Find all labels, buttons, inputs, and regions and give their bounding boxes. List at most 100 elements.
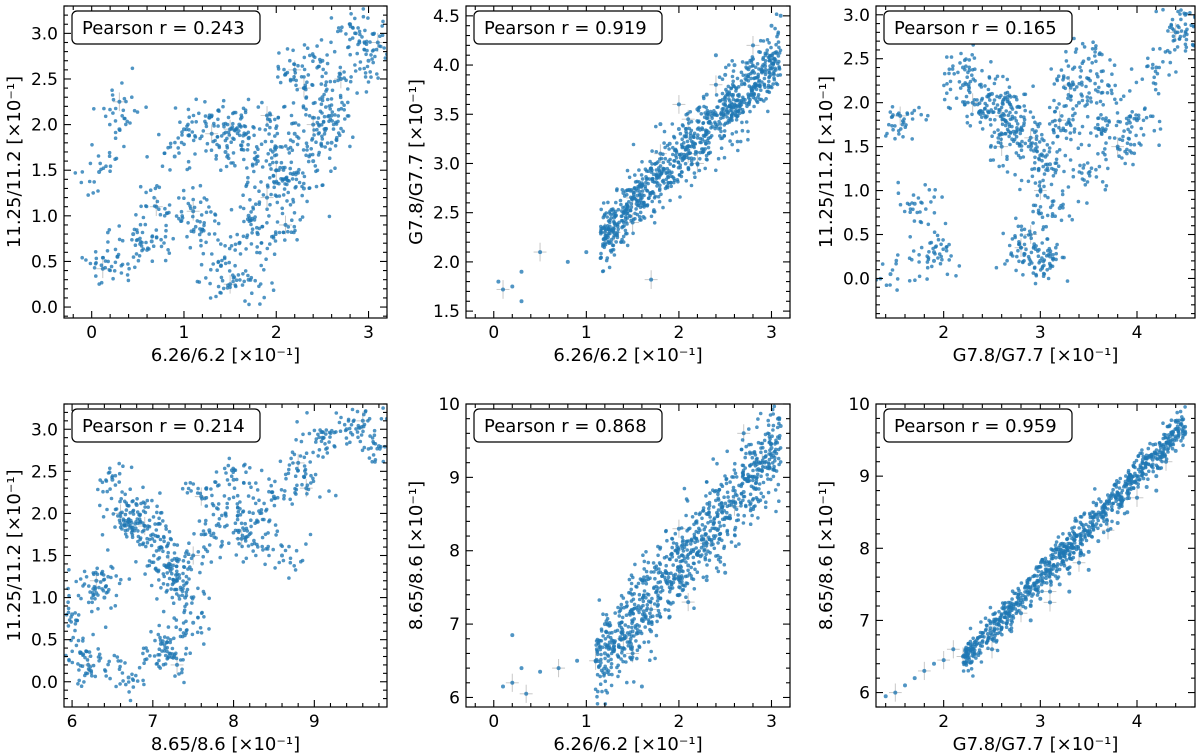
data-point xyxy=(735,139,740,144)
data-point xyxy=(615,187,619,191)
data-point xyxy=(724,87,728,92)
data-point xyxy=(1156,91,1161,96)
data-point xyxy=(323,442,327,446)
data-point xyxy=(1038,153,1043,158)
data-point xyxy=(601,237,606,242)
data-point xyxy=(177,573,181,577)
data-point xyxy=(331,127,336,131)
data-point xyxy=(274,168,279,173)
data-point xyxy=(167,576,172,581)
data-point xyxy=(910,111,914,115)
data-point xyxy=(259,241,264,245)
data-point xyxy=(76,638,81,643)
data-point xyxy=(259,142,264,146)
data-point xyxy=(1077,100,1081,105)
data-point xyxy=(170,595,175,600)
data-point xyxy=(125,528,130,532)
data-point xyxy=(164,565,169,570)
data-point xyxy=(122,116,126,121)
data-point xyxy=(124,122,128,127)
data-point xyxy=(1035,193,1040,198)
data-point xyxy=(305,46,310,50)
data-point xyxy=(286,225,291,229)
data-point xyxy=(631,597,636,602)
data-point xyxy=(707,151,711,155)
data-point xyxy=(712,517,716,522)
data-point xyxy=(73,628,77,633)
data-point xyxy=(1015,97,1019,102)
data-point xyxy=(1105,91,1110,95)
data-point xyxy=(191,113,196,118)
data-point xyxy=(928,241,932,245)
data-point xyxy=(1014,110,1018,115)
data-point xyxy=(180,130,184,134)
data-point xyxy=(274,533,278,537)
data-point xyxy=(177,672,181,676)
data-point xyxy=(83,655,87,660)
data-point xyxy=(212,535,216,539)
data-point xyxy=(282,496,286,501)
data-point xyxy=(1071,117,1075,122)
data-point xyxy=(360,448,365,453)
data-point xyxy=(270,490,275,494)
data-point xyxy=(716,156,721,161)
data-point xyxy=(246,97,251,102)
data-point xyxy=(365,48,369,53)
data-point xyxy=(719,510,724,514)
data-point xyxy=(707,506,711,511)
data-point xyxy=(688,131,693,135)
data-point xyxy=(696,133,700,137)
data-point xyxy=(1085,201,1089,205)
data-point xyxy=(731,494,736,499)
data-point xyxy=(980,127,985,131)
data-point xyxy=(353,16,357,21)
data-point xyxy=(599,627,604,631)
data-point xyxy=(104,584,108,589)
data-point xyxy=(686,111,690,116)
data-point xyxy=(769,477,773,482)
data-point xyxy=(757,482,762,486)
data-point xyxy=(1003,262,1007,266)
data-point xyxy=(158,635,162,640)
data-point xyxy=(322,127,327,131)
data-point xyxy=(254,553,258,558)
data-point xyxy=(663,575,667,580)
data-point xyxy=(763,67,768,72)
data-point xyxy=(205,549,210,554)
data-point xyxy=(672,134,676,139)
data-point xyxy=(223,261,228,266)
data-point xyxy=(365,64,370,69)
data-point xyxy=(1088,96,1093,100)
data-point xyxy=(189,556,194,561)
data-point xyxy=(604,613,609,617)
data-point xyxy=(973,67,977,71)
data-point xyxy=(999,93,1003,98)
data-point xyxy=(102,106,106,111)
data-point xyxy=(676,160,681,165)
data-point xyxy=(111,512,116,516)
data-point xyxy=(1083,183,1088,187)
data-point xyxy=(911,249,916,253)
data-point xyxy=(1015,254,1019,259)
data-point xyxy=(145,540,150,545)
data-point xyxy=(301,432,305,437)
data-point xyxy=(208,296,213,300)
data-point xyxy=(1066,64,1071,68)
data-point xyxy=(286,131,291,135)
data-point xyxy=(310,52,315,56)
data-point xyxy=(655,619,659,624)
data-point xyxy=(375,40,380,45)
data-point xyxy=(227,133,232,137)
data-point xyxy=(241,234,246,239)
data-point xyxy=(163,258,168,263)
data-point xyxy=(908,210,912,214)
data-point xyxy=(729,117,733,122)
x-axis-label: 6.26/6.2 [×10⁻¹] xyxy=(553,345,702,366)
data-point xyxy=(273,566,277,570)
data-point xyxy=(1072,36,1076,41)
pearson-label: Pearson r = 0.214 xyxy=(82,416,245,437)
data-point xyxy=(741,73,745,77)
data-point xyxy=(693,141,697,146)
data-point xyxy=(225,501,229,506)
data-point xyxy=(602,666,606,671)
